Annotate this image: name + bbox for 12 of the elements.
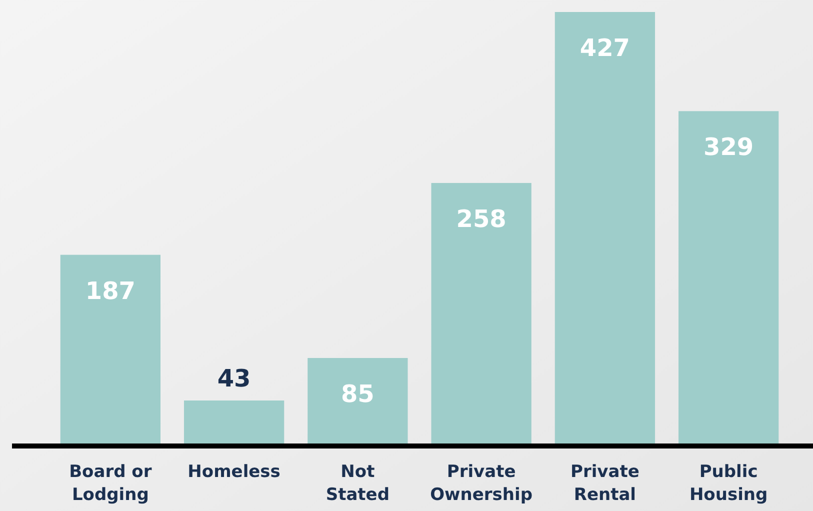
x-tick-label: Private Rental: [570, 462, 640, 505]
x-tick-label: Homeless: [188, 462, 280, 482]
x-tick-label: Public Housing: [689, 462, 768, 505]
data-label: 187: [85, 276, 136, 305]
x-tick-label: Board or Lodging: [69, 462, 152, 505]
data-label: 427: [580, 34, 630, 62]
data-label: 258: [456, 204, 506, 233]
data-label: 85: [340, 380, 374, 408]
data-label: 43: [217, 364, 251, 392]
x-tick-label: Not Stated: [326, 462, 390, 505]
data-label: 329: [704, 133, 754, 162]
x-tick-label: Private Ownership: [430, 462, 533, 505]
